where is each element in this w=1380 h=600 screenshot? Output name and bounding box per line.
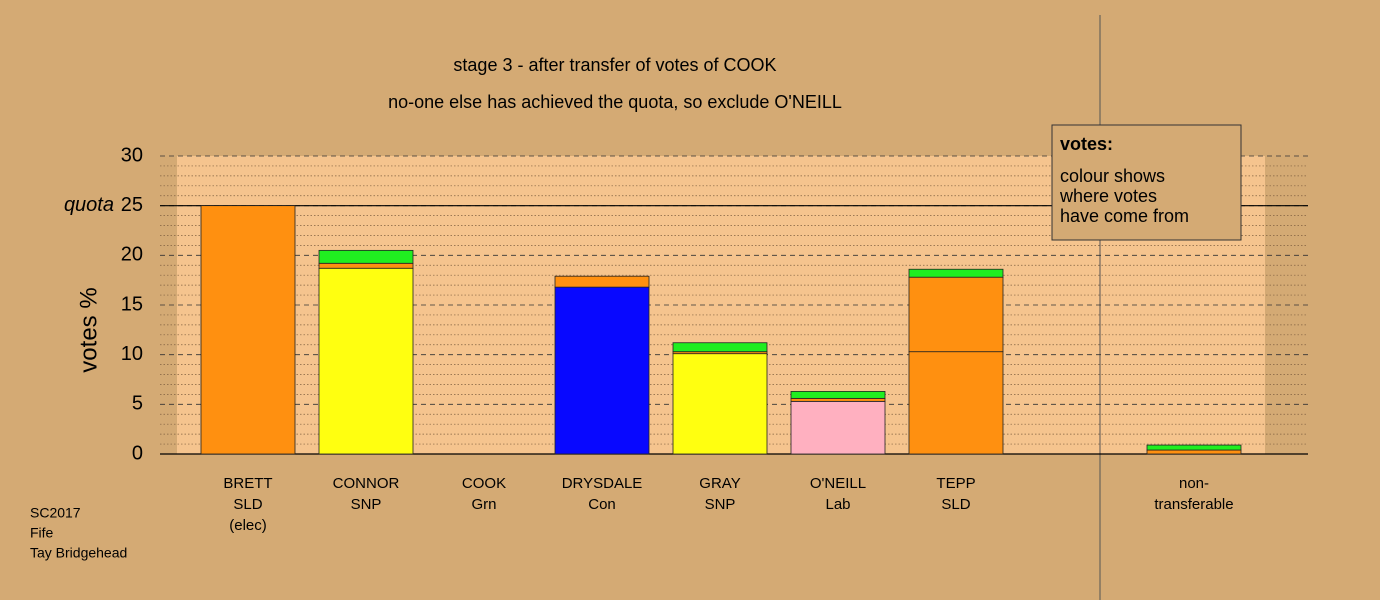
x-tick-label: SNP [351, 496, 382, 513]
x-tick-label: BRETT [223, 475, 272, 492]
x-tick-label: SLD [941, 496, 970, 513]
note-box [1051, 124, 1242, 241]
x-tick-label: O'NEILL [810, 475, 866, 492]
bar-segment [790, 400, 886, 455]
bar-segment [200, 205, 296, 455]
footer-line: SC2017 [30, 505, 81, 521]
bar-segment [1146, 444, 1242, 451]
bar-segment [318, 267, 414, 455]
x-tick-label: (elec) [229, 517, 267, 534]
y-tick-label: 10 [121, 343, 143, 365]
quota-label: quota [64, 194, 114, 216]
footer-line: Tay Bridgehead [30, 545, 127, 561]
x-tick-label: SLD [233, 496, 262, 513]
x-tick-label: DRYSDALE [562, 475, 643, 492]
x-tick-label: SNP [705, 496, 736, 513]
bar-segment [908, 276, 1004, 353]
bar-segment [908, 351, 1004, 455]
note-line: have come from [1060, 206, 1189, 226]
y-axis-label: votes % [75, 287, 102, 372]
x-tick-label: Lab [825, 496, 850, 513]
y-tick-label: 0 [132, 442, 143, 464]
y-tick-label: 25 [121, 194, 143, 216]
x-tick-label: transferable [1154, 496, 1233, 513]
chart-title: stage 3 - after transfer of votes of COO… [453, 55, 776, 75]
bar-segment [318, 262, 414, 269]
x-tick-label: GRAY [699, 475, 740, 492]
y-tick-label: 20 [121, 244, 143, 266]
bar-segment [554, 275, 650, 288]
x-tick-label: non- [1179, 475, 1209, 492]
note-title: votes: [1060, 134, 1113, 154]
bar-segment [672, 353, 768, 455]
x-tick-label: TEPP [936, 475, 975, 492]
x-tick-label: Con [588, 496, 616, 513]
y-tick-label: 5 [132, 393, 143, 415]
note-line: where votes [1059, 186, 1157, 206]
bar-segment [672, 342, 768, 353]
footer-line: Fife [30, 525, 54, 541]
bar-segment [908, 268, 1004, 278]
bar-segment [318, 249, 414, 264]
y-tick-label: 30 [121, 144, 143, 166]
x-tick-label: Grn [471, 496, 496, 513]
bar-segment [554, 286, 650, 455]
x-tick-label: COOK [462, 475, 506, 492]
bar-segment [1146, 449, 1242, 455]
bar-segment [790, 391, 886, 399]
chart-subtitle: no-one else has achieved the quota, so e… [388, 92, 842, 112]
y-tick-label: 15 [121, 293, 143, 315]
x-tick-label: CONNOR [333, 475, 400, 492]
bar-segment [790, 397, 886, 402]
note-line: colour shows [1060, 166, 1165, 186]
